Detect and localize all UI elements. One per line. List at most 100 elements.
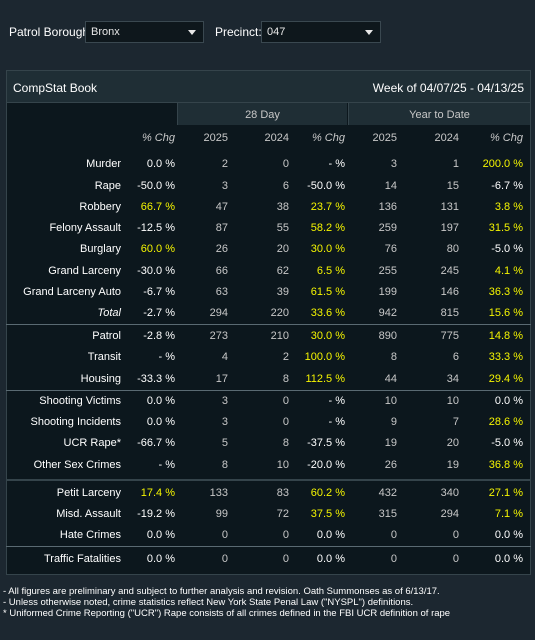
table-cell: 8 xyxy=(282,373,289,385)
table-cell: 20 xyxy=(276,243,289,255)
table-cell: 3 xyxy=(221,416,228,428)
borough-select[interactable]: Bronx xyxy=(85,21,204,43)
panel-title: CompStat Book xyxy=(13,81,98,95)
table-cell: -50.0 % xyxy=(137,180,175,192)
table-row: UCR Rape* -66.7 % 5 8 -37.5 % 19 20 -5.0 % xyxy=(0,433,530,454)
table-cell: 7 xyxy=(452,416,459,428)
table-cell: -19.2 % xyxy=(137,508,175,520)
table-row: Total -2.7 % 294 220 33.6 % 942 815 15.6 % xyxy=(0,303,530,324)
table-cell: 942 xyxy=(378,307,397,319)
table-row: Misd. Assault -19.2 % 99 72 37.5 % 315 294 7.1 … xyxy=(0,504,530,525)
table-cell: 0 xyxy=(282,553,289,565)
table-cell: 33.6 % xyxy=(310,307,345,319)
table-cell: 9 xyxy=(390,416,397,428)
precinct-label: Precinct: xyxy=(215,25,262,39)
table-cell: 112.5 % xyxy=(305,373,345,385)
table-cell: 26 xyxy=(384,459,397,471)
table-cell: 0 xyxy=(282,529,289,541)
table-cell: 0.0 % xyxy=(316,529,345,541)
table-row: Grand Larceny -30.0 % 66 62 6.5 % 255 245 4.1 % xyxy=(0,261,530,282)
table-cell: 100.0 % xyxy=(304,351,345,363)
table-cell: 30.0 % xyxy=(310,243,345,255)
table-cell: 3 xyxy=(390,158,397,170)
table-cell: 0 xyxy=(282,416,289,428)
precinct-select[interactable]: 047 xyxy=(261,21,381,43)
row-label: Grand Larceny Auto xyxy=(23,286,121,298)
table-cell: 10 xyxy=(384,395,397,407)
table-cell: 38 xyxy=(276,201,289,213)
column-header: 2025 xyxy=(372,132,397,144)
table-cell: 28.6 % xyxy=(488,416,523,428)
column-header: % Chg xyxy=(489,132,523,144)
table-cell: 10 xyxy=(276,459,289,471)
table-cell: 17 xyxy=(215,373,228,385)
row-label: Shooting Incidents xyxy=(30,416,121,428)
row-label: Transit xyxy=(87,351,121,363)
panel-header: CompStat Book Week of 04/07/25 - 04/13/2… xyxy=(7,71,530,103)
table-cell: 87 xyxy=(215,222,228,234)
table-cell: 146 xyxy=(440,286,459,298)
table-cell: 4 xyxy=(221,351,228,363)
table-cell: 0.0 % xyxy=(146,395,175,407)
column-header: 2024 xyxy=(434,132,459,144)
table-cell: 66.7 % xyxy=(140,201,175,213)
table-row: Robbery 66.7 % 47 38 23.7 % 136 131 3.8 % xyxy=(0,197,530,218)
table-cell: 0.0 % xyxy=(494,395,523,407)
table-cell: 61.5 % xyxy=(310,286,345,298)
table-cell: - % xyxy=(158,351,176,363)
table-row: Petit Larceny 17.4 % 133 83 60.2 % 432 340 27.1… xyxy=(0,483,530,504)
footnotes: - All figures are preliminary and subjec… xyxy=(3,586,533,619)
row-label: Shooting Victims xyxy=(39,395,121,407)
table-cell: 58.2 % xyxy=(310,222,345,234)
section-divider xyxy=(6,324,531,325)
table-cell: 255 xyxy=(378,265,397,277)
table-cell: -5.0 % xyxy=(491,437,523,449)
table-cell: 8 xyxy=(390,351,397,363)
table-cell: - % xyxy=(328,395,346,407)
table-cell: - % xyxy=(328,158,346,170)
table-cell: 20 xyxy=(446,437,459,449)
table-cell: 66 xyxy=(215,265,228,277)
table-cell: -66.7 % xyxy=(137,437,175,449)
borough-label: Patrol Borough: xyxy=(9,25,93,39)
table-row: Felony Assault -12.5 % 87 55 58.2 % 259 197 31.… xyxy=(0,218,530,239)
table-cell: 36.8 % xyxy=(488,459,523,471)
row-label: Petit Larceny xyxy=(56,487,121,499)
table-cell: 4.1 % xyxy=(494,265,523,277)
table-cell: 6.5 % xyxy=(316,265,345,277)
column-header: % Chg xyxy=(141,132,175,144)
table-cell: 8 xyxy=(221,459,228,471)
table-cell: 2 xyxy=(282,351,289,363)
group-divider xyxy=(177,103,178,125)
group-header-28day: 28 Day xyxy=(178,103,347,125)
table-cell: 0 xyxy=(390,529,397,541)
table-cell: 0 xyxy=(282,158,289,170)
table-cell: 0.0 % xyxy=(146,416,175,428)
table-cell: 0.0 % xyxy=(316,553,345,565)
table-cell: 37.5 % xyxy=(310,508,345,520)
table-row: Hate Crimes 0.0 % 0 0 0.0 % 0 0 0.0 % xyxy=(0,525,530,546)
table-cell: 0.0 % xyxy=(494,529,523,541)
table-cell: 55 xyxy=(276,222,289,234)
section-divider xyxy=(6,390,531,391)
table-cell: 80 xyxy=(446,243,459,255)
table-cell: 3 xyxy=(221,395,228,407)
table-cell: 220 xyxy=(270,307,289,319)
table-cell: 0 xyxy=(390,553,397,565)
table-cell: 72 xyxy=(276,508,289,520)
table-cell: 17.4 % xyxy=(140,487,175,499)
table-cell: 26 xyxy=(215,243,228,255)
table-cell: 14.8 % xyxy=(488,330,523,342)
table-row: Rape -50.0 % 3 6 -50.0 % 14 15 -6.7 % xyxy=(0,176,530,197)
row-label: Burglary xyxy=(80,243,121,255)
table-cell: -37.5 % xyxy=(307,437,345,449)
table-cell: 34 xyxy=(446,373,459,385)
secondary-panel xyxy=(6,480,531,575)
row-label: Hate Crimes xyxy=(59,529,121,541)
table-cell: 19 xyxy=(384,437,397,449)
row-label: Housing xyxy=(80,373,121,385)
table-cell: 5 xyxy=(221,437,228,449)
table-cell: 15 xyxy=(446,180,459,192)
table-cell: 62 xyxy=(276,265,289,277)
column-header: 2025 xyxy=(203,132,228,144)
